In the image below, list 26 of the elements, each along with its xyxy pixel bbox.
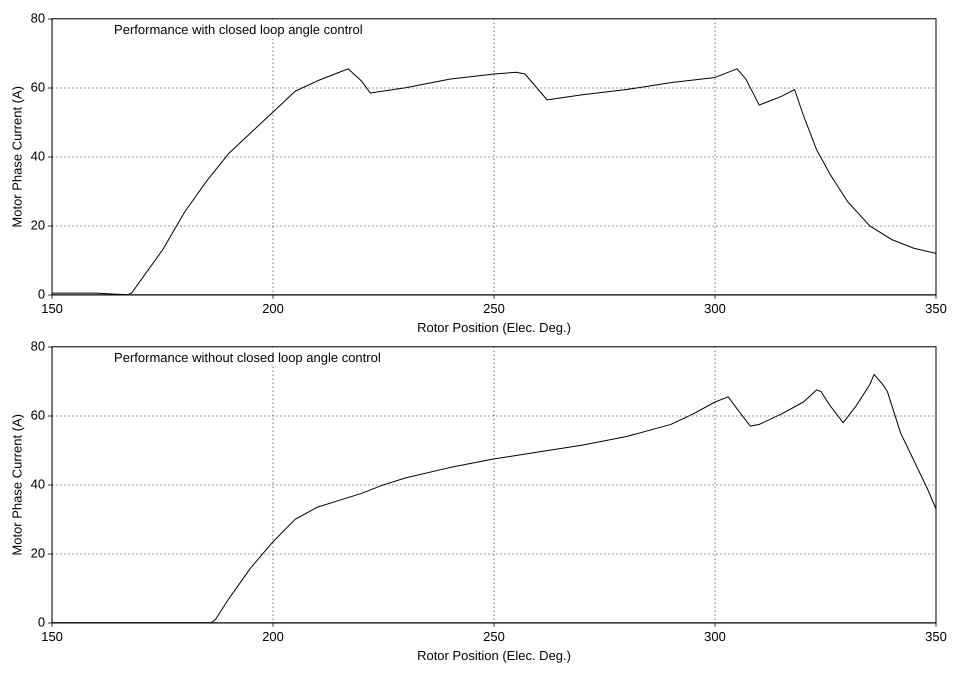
x-tick-label: 200 <box>262 301 284 316</box>
y-tick-label: 0 <box>38 286 46 302</box>
y-axis-title: Motor Phase Current (A) <box>9 414 24 556</box>
x-tick-label: 300 <box>704 629 726 644</box>
x-tick-label: 350 <box>925 629 947 644</box>
y-tick-label: 80 <box>30 338 46 354</box>
x-tick-label: 200 <box>262 629 284 644</box>
annotation: Performance without closed loop angle control <box>114 350 381 365</box>
x-axis-title: Rotor Position (Elec. Deg.) <box>417 320 571 335</box>
y-tick-label: 0 <box>38 614 46 630</box>
y-tick-label: 20 <box>30 217 46 232</box>
y-axis-title: Motor Phase Current (A) <box>9 86 24 228</box>
y-tick-label: 40 <box>30 148 46 164</box>
x-axis-title: Rotor Position (Elec. Deg.) <box>417 648 571 663</box>
x-tick-label: 250 <box>483 301 505 316</box>
y-tick-label: 40 <box>30 476 46 492</box>
x-tick-label: 300 <box>704 301 726 316</box>
annotation: Performance with closed loop angle control <box>114 22 363 37</box>
y-tick-label: 80 <box>30 10 46 26</box>
y-tick-label: 60 <box>30 407 46 422</box>
x-tick-label: 150 <box>41 301 63 316</box>
x-tick-label: 250 <box>483 629 505 644</box>
y-tick-label: 60 <box>30 79 46 94</box>
x-tick-label: 350 <box>925 301 947 316</box>
y-tick-label: 20 <box>30 545 46 560</box>
x-tick-label: 150 <box>41 629 63 644</box>
